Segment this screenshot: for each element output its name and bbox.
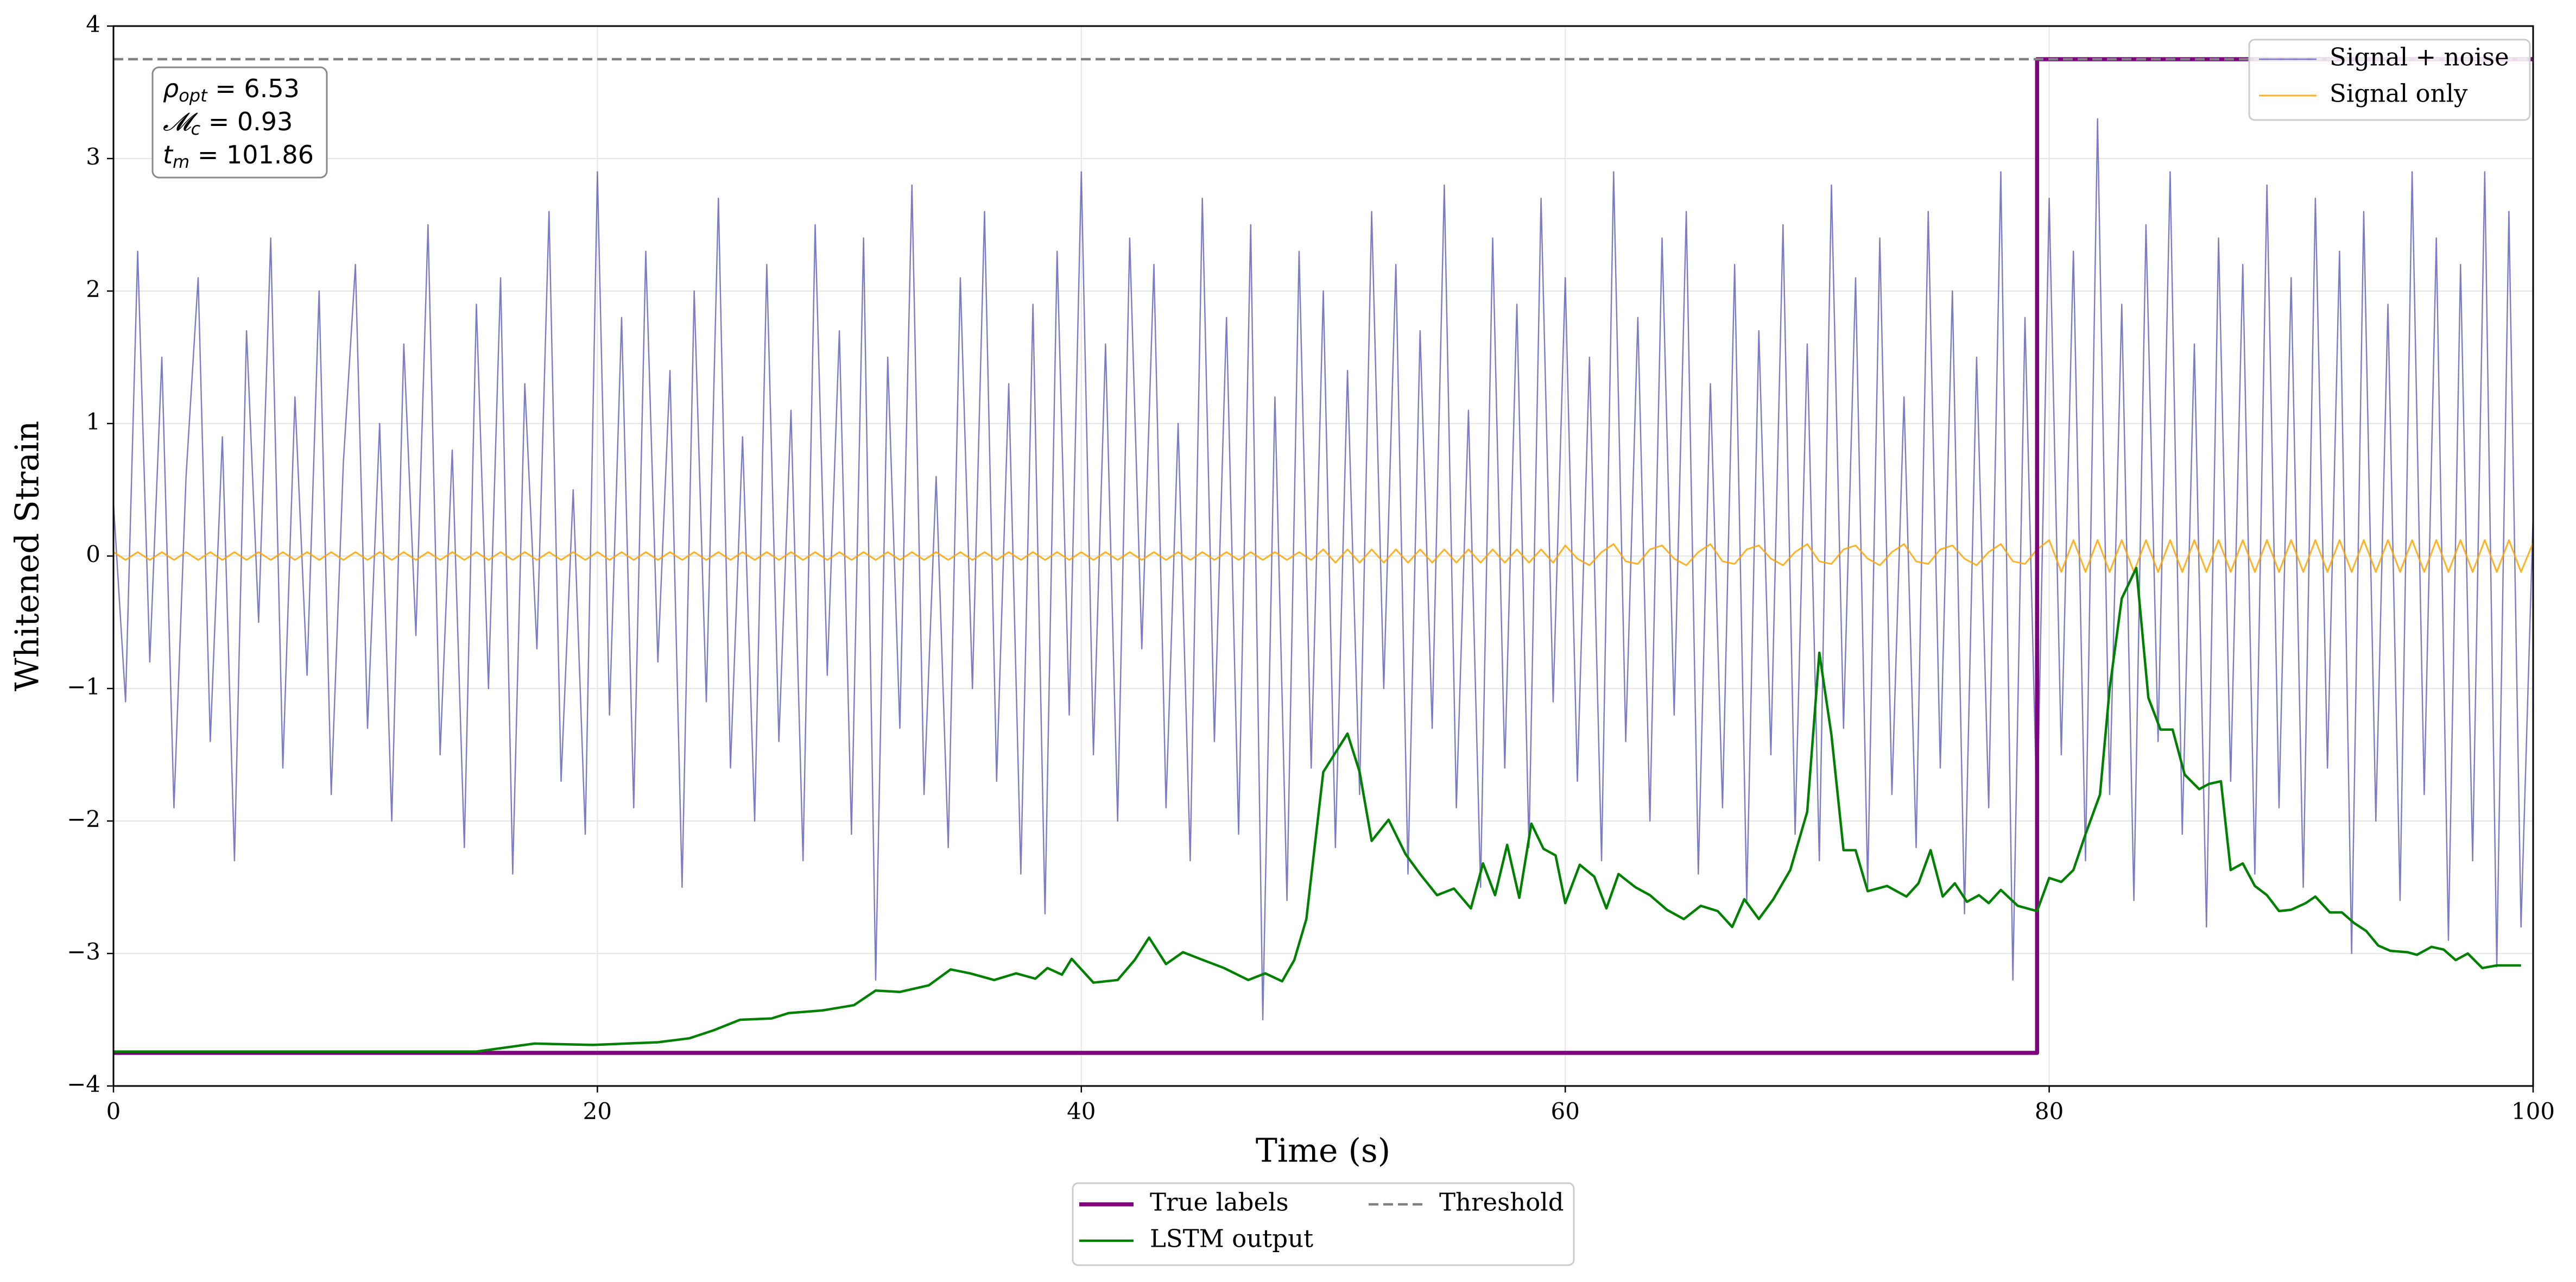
y-tick-label: 0 bbox=[86, 541, 100, 567]
y-tick-label: 3 bbox=[86, 143, 100, 170]
annotation-frame bbox=[151, 66, 328, 179]
x-tick-label: 60 bbox=[1550, 1098, 1579, 1125]
y-tick-label: −4 bbox=[67, 1071, 100, 1097]
legend-label: Threshold bbox=[1439, 1188, 1564, 1217]
ticks: 0 20 40 60 80 100 −4 −3 −2 −1 0 1 2 3 4 bbox=[67, 11, 2555, 1125]
annotation-symbol: ρ bbox=[163, 74, 179, 103]
annotation-value: = 6.53 bbox=[207, 74, 300, 103]
x-tick-label: 0 bbox=[106, 1098, 121, 1125]
legend-label: Signal only bbox=[2330, 79, 2468, 108]
legend-label: LSTM output bbox=[1150, 1224, 1313, 1253]
y-axis-label: Whitened Strain bbox=[9, 421, 47, 691]
x-tick-label: 80 bbox=[2035, 1098, 2064, 1125]
annotation-line: 𝓜c = 0.93 bbox=[163, 107, 293, 140]
series-line bbox=[113, 566, 2521, 1053]
series-line bbox=[113, 118, 2533, 1021]
y-tick-label: −3 bbox=[67, 938, 100, 965]
legend-label: Signal + noise bbox=[2330, 43, 2509, 72]
y-tick-label: 1 bbox=[86, 408, 100, 435]
x-axis-label: Time (s) bbox=[1256, 1132, 1390, 1170]
annotation-line: tm = 101.86 bbox=[163, 140, 314, 173]
y-tick-label: −2 bbox=[67, 806, 100, 832]
annotation-subscript: opt bbox=[179, 85, 208, 106]
annotation-line: ρopt = 6.53 bbox=[163, 74, 300, 106]
annotation-symbol: t bbox=[163, 140, 174, 169]
y-tick-label: 4 bbox=[86, 11, 100, 37]
legend-upper-right: Signal + noise Signal only bbox=[2248, 39, 2531, 121]
annotation-value: = 101.86 bbox=[189, 140, 314, 169]
y-tick-label: 2 bbox=[86, 276, 100, 302]
x-tick-label: 100 bbox=[2511, 1098, 2555, 1125]
legend-label: True labels bbox=[1150, 1188, 1289, 1217]
annotation-value: = 0.93 bbox=[200, 107, 293, 136]
legend-frame bbox=[2248, 39, 2531, 121]
x-tick-label: 40 bbox=[1067, 1098, 1096, 1125]
legend-lower-center: True labels LSTM output Threshold bbox=[1072, 1182, 1575, 1266]
annotation-subscript: c bbox=[191, 118, 201, 139]
legend-frame bbox=[1072, 1182, 1575, 1266]
x-tick-label: 20 bbox=[583, 1098, 612, 1125]
annotation-subscript: m bbox=[173, 151, 189, 172]
series-line bbox=[113, 539, 2533, 573]
y-tick-label: −1 bbox=[67, 673, 100, 700]
